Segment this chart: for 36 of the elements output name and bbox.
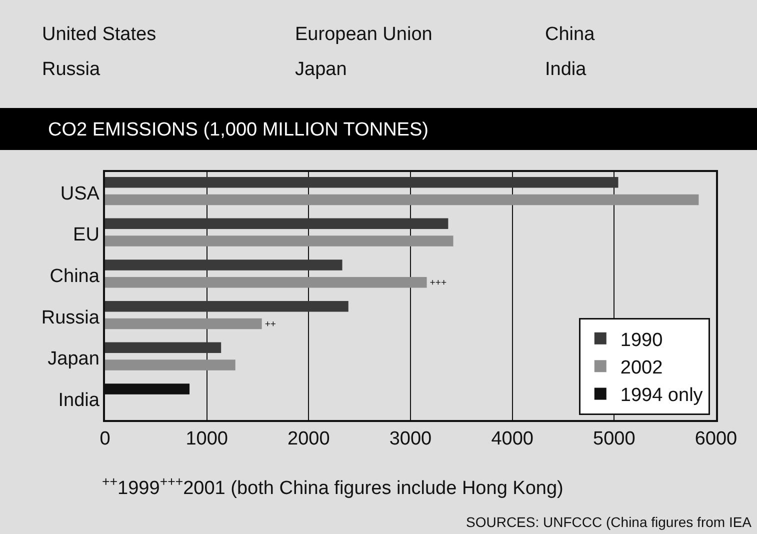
x-tick-label: 3000 (389, 428, 432, 450)
bar (105, 236, 454, 246)
bar (105, 276, 427, 288)
legend-label: 2002 (620, 358, 663, 378)
legend-label: 1990 (620, 330, 663, 351)
text: China (545, 24, 596, 45)
source-note: SOURCES: UNFCCC (China figures from IEA (466, 514, 752, 530)
y-tick-label: Japan (48, 348, 100, 370)
text: India (545, 59, 587, 80)
data-label: ++ (264, 318, 276, 330)
x-tick-label: 1000 (186, 428, 228, 450)
x-tick-label: 2000 (288, 428, 330, 450)
bar (105, 300, 348, 312)
bar (105, 360, 236, 370)
chart-title: CO2 EMISSIONS (1,000 MILLION TONNES) (48, 120, 428, 141)
bar (105, 194, 699, 206)
bar (105, 176, 618, 188)
x-tick-label: 4000 (491, 428, 534, 450)
data-label: +++ (430, 277, 448, 288)
text: $^{++}$1999$^{+++}$2001 (both China figures include Hong Kong) (102, 474, 564, 499)
bar (105, 218, 448, 230)
y-tick-label: USA (60, 183, 100, 204)
y-tick-label: India (58, 390, 100, 411)
x-tick-label: 5000 (593, 428, 636, 450)
text: United States (42, 24, 156, 45)
text: European Union (295, 24, 432, 45)
text: Japan (295, 59, 347, 80)
bar (105, 260, 342, 270)
y-tick-label: China (50, 266, 100, 287)
x-tick-label: 0 (100, 428, 110, 450)
x-tick-label: 6000 (694, 428, 738, 450)
y-tick-label: Russia (41, 307, 100, 328)
y-tick-label: EU (73, 224, 100, 246)
bar (105, 318, 262, 330)
legend-label: 1994 only (620, 385, 704, 406)
bar (105, 342, 222, 354)
